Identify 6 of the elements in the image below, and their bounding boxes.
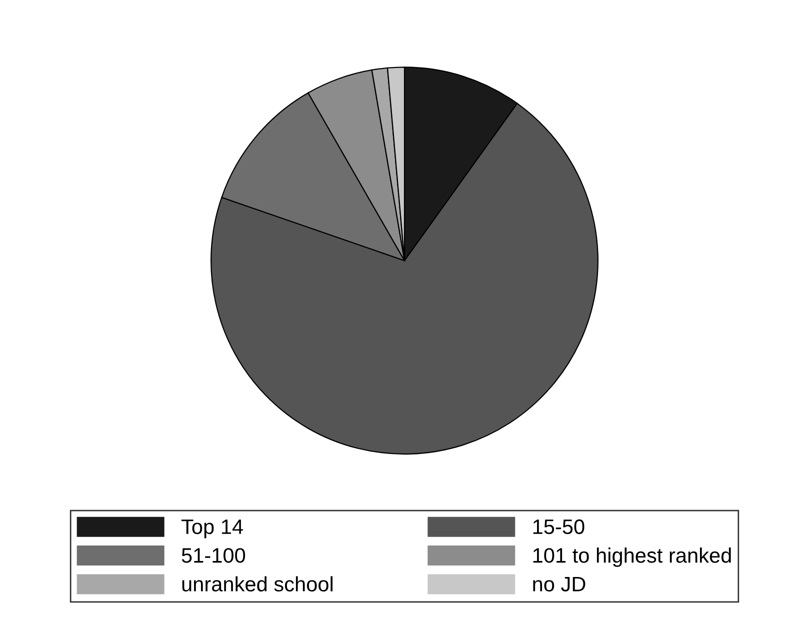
- legend-label: 51-100: [182, 548, 246, 563]
- legend-label: Top 14: [181, 520, 243, 538]
- legend-label: unranked school: [182, 576, 332, 592]
- legend-label: 101 to highest ranked: [533, 548, 731, 567]
- legend-label: no JD: [533, 576, 586, 592]
- legend-label: 15-50: [533, 519, 584, 534]
